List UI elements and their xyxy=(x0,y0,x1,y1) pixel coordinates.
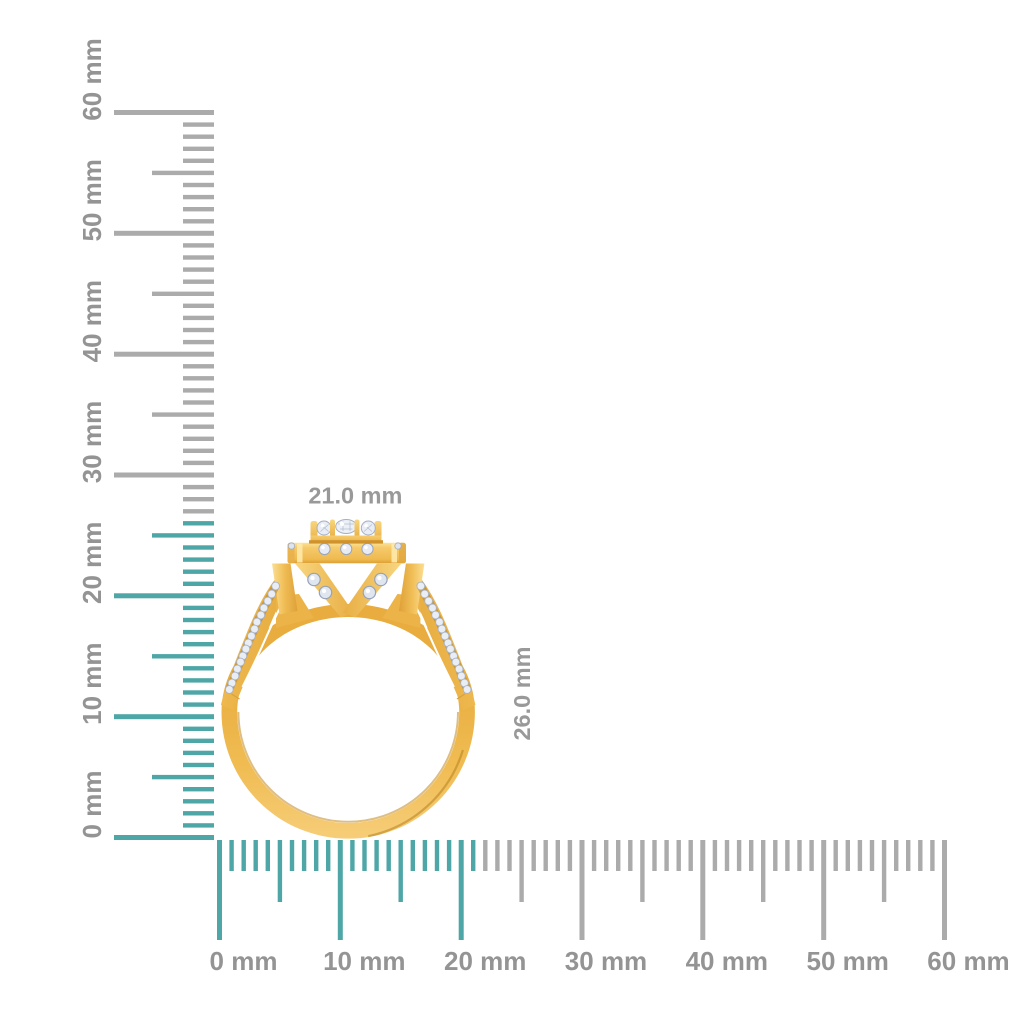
svg-text:30 mm: 30 mm xyxy=(565,946,647,976)
svg-text:10 mm: 10 mm xyxy=(323,946,405,976)
svg-text:20 mm: 20 mm xyxy=(444,946,526,976)
svg-text:20 mm: 20 mm xyxy=(77,522,107,604)
svg-text:0 mm: 0 mm xyxy=(210,946,278,976)
svg-text:50 mm: 50 mm xyxy=(807,946,889,976)
svg-text:10 mm: 10 mm xyxy=(77,643,107,725)
svg-text:60 mm: 60 mm xyxy=(927,946,1009,976)
svg-text:30 mm: 30 mm xyxy=(77,401,107,483)
svg-text:60 mm: 60 mm xyxy=(77,38,107,120)
svg-text:0 mm: 0 mm xyxy=(77,771,107,839)
svg-text:40 mm: 40 mm xyxy=(77,280,107,362)
svg-text:40 mm: 40 mm xyxy=(686,946,768,976)
svg-text:26.0 mm: 26.0 mm xyxy=(509,646,535,740)
svg-text:21.0 mm: 21.0 mm xyxy=(308,483,402,509)
svg-text:50 mm: 50 mm xyxy=(77,159,107,241)
